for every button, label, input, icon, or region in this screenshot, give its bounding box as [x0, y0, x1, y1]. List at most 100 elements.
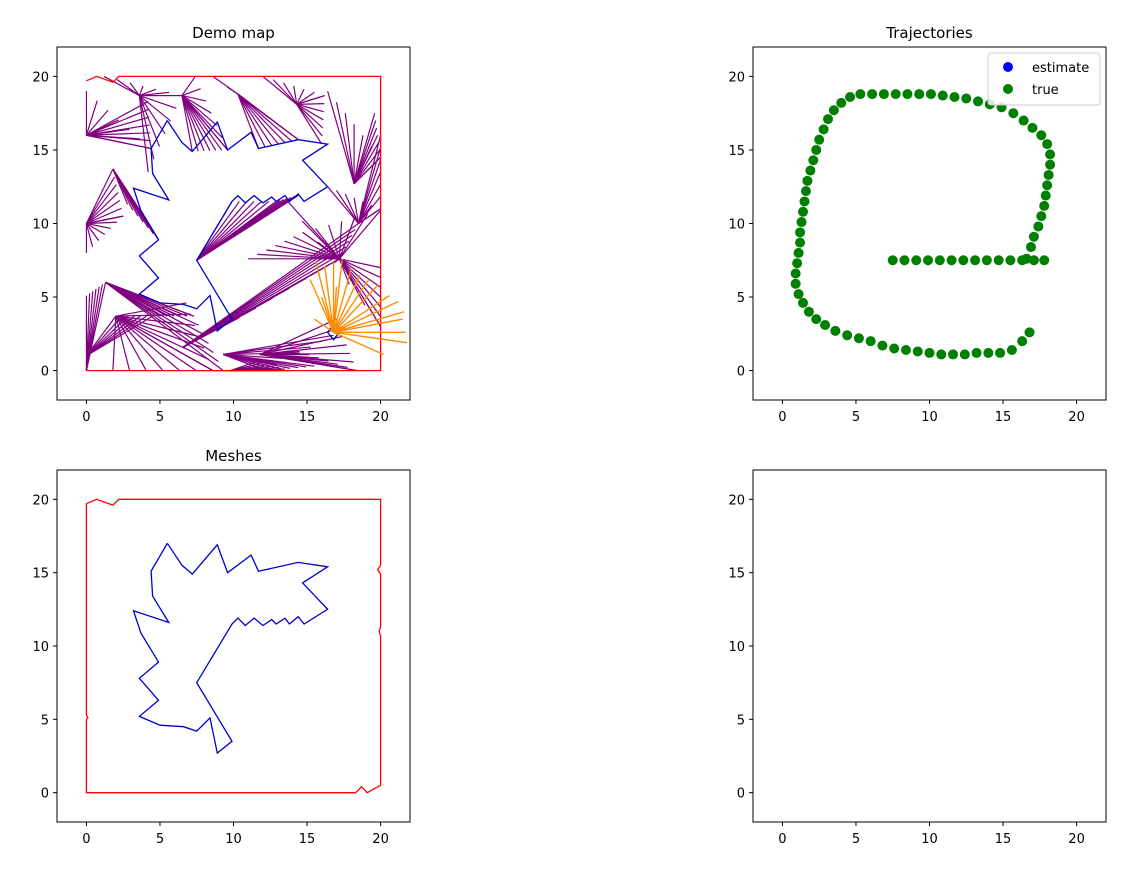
- ray-purple: [86, 134, 141, 140]
- ray-purple: [86, 207, 122, 225]
- ray-purple: [115, 302, 187, 317]
- x-tick-label: 5: [852, 410, 860, 425]
- scatter-point-true: [912, 346, 923, 357]
- ray-purple: [296, 103, 324, 121]
- ray-purple: [183, 223, 359, 348]
- ray-orange: [309, 279, 335, 333]
- plot-area: [85, 498, 382, 794]
- ray-purple: [181, 95, 193, 152]
- ray-orange: [315, 261, 335, 333]
- ray-orange: [333, 294, 390, 333]
- ray-purple: [105, 281, 224, 372]
- obstacle-outline: [132, 120, 330, 333]
- ray-purple: [196, 200, 270, 261]
- ray-purple: [237, 93, 266, 148]
- ray-purple: [86, 119, 120, 136]
- scatter-point-true: [1036, 130, 1047, 141]
- ray-purple: [181, 94, 207, 102]
- x-tick-label: 0: [778, 410, 786, 425]
- ray-purple: [181, 95, 211, 151]
- scatter-point-true: [793, 289, 804, 300]
- scatter-point-true: [911, 255, 922, 266]
- ray-purple: [338, 209, 382, 260]
- scatter-point-true: [902, 89, 913, 100]
- y-tick-label: 20: [32, 70, 49, 85]
- scatter-point-true: [936, 349, 947, 360]
- ray-purple: [328, 224, 340, 259]
- ray-purple: [115, 315, 180, 372]
- ray-purple: [115, 315, 209, 360]
- ray-purple: [138, 95, 166, 135]
- scatter-point-true: [805, 165, 816, 176]
- legend-marker-estimate: [1003, 62, 1013, 72]
- ray-purple: [85, 168, 114, 224]
- ray-purple: [138, 95, 161, 147]
- ray-purple: [339, 258, 381, 288]
- scatter-point-true: [853, 333, 864, 344]
- scatter-point-true: [981, 255, 992, 266]
- x-tick-label: 10: [225, 410, 242, 425]
- trajectories-panel: 0 5 10 15 20 0 5 10 15 20 Trajectories estimate true: [728, 24, 1107, 425]
- scatter-point-true: [1040, 190, 1051, 201]
- scatter-point-true: [818, 124, 829, 135]
- scatter-point-true: [1018, 115, 1029, 126]
- ray-purple: [181, 95, 212, 114]
- ray-purple: [266, 249, 340, 260]
- ray-purple: [327, 90, 355, 184]
- ray-purple: [138, 95, 149, 173]
- scatter-point-true: [924, 347, 935, 358]
- ray-purple: [353, 142, 380, 185]
- ray-orange: [332, 274, 361, 333]
- scatter-point-true: [865, 336, 876, 347]
- scatter-point-true: [1042, 180, 1053, 191]
- ray-purple: [296, 103, 325, 105]
- ray-purple: [85, 176, 116, 224]
- ray-purple: [301, 220, 340, 260]
- ray-purple: [335, 102, 355, 184]
- ray-purple: [339, 258, 381, 278]
- ray-purple: [181, 95, 223, 139]
- scatter-point-true: [1036, 211, 1047, 222]
- ray-purple: [339, 258, 381, 269]
- ray-purple: [138, 95, 172, 122]
- scatter-point-true: [900, 344, 911, 355]
- x-tick-label: 0: [778, 832, 786, 847]
- scatter-point-true: [1005, 255, 1016, 266]
- plot-area: [790, 89, 1056, 360]
- ray-purple: [86, 116, 150, 136]
- ray-orange: [333, 318, 403, 334]
- ray-purple: [282, 82, 298, 105]
- ray-purple: [181, 95, 217, 151]
- y-tick-label: 15: [728, 144, 745, 159]
- scatter-point-true: [889, 343, 900, 354]
- demo-map-panel: 0 5 10 15 20 0 5 10 15 20 Demo map: [32, 24, 411, 425]
- scatter-point-true: [800, 186, 811, 197]
- wall-outline: [86, 75, 382, 372]
- ray-purple: [212, 75, 239, 95]
- ray-orange: [333, 327, 346, 333]
- legend-box: [987, 52, 1101, 106]
- ray-purple: [237, 93, 260, 149]
- ray-purple: [115, 315, 164, 371]
- ray-purple: [105, 281, 195, 317]
- ray-purple: [296, 103, 324, 113]
- scatter-point-true: [793, 247, 804, 258]
- ray-purple: [115, 315, 196, 327]
- ray-orange: [333, 311, 405, 334]
- scatter-point-true: [798, 206, 809, 217]
- scatter-point-true: [948, 349, 959, 360]
- ray-purple: [296, 103, 323, 137]
- scatter-point-true: [1033, 221, 1044, 232]
- ray-orange: [321, 296, 335, 333]
- ray-purple: [353, 197, 360, 224]
- ray-purple: [86, 222, 112, 229]
- scatter-point-true: [887, 255, 898, 266]
- scatter-point-true: [802, 175, 813, 186]
- x-tick-label: 20: [1068, 410, 1085, 425]
- scatter-point-true: [1006, 344, 1017, 355]
- scatter-point-true: [878, 89, 889, 100]
- x-tick-label: 20: [372, 832, 389, 847]
- scatter-point-true: [828, 105, 839, 116]
- scatter-point-true: [808, 155, 819, 166]
